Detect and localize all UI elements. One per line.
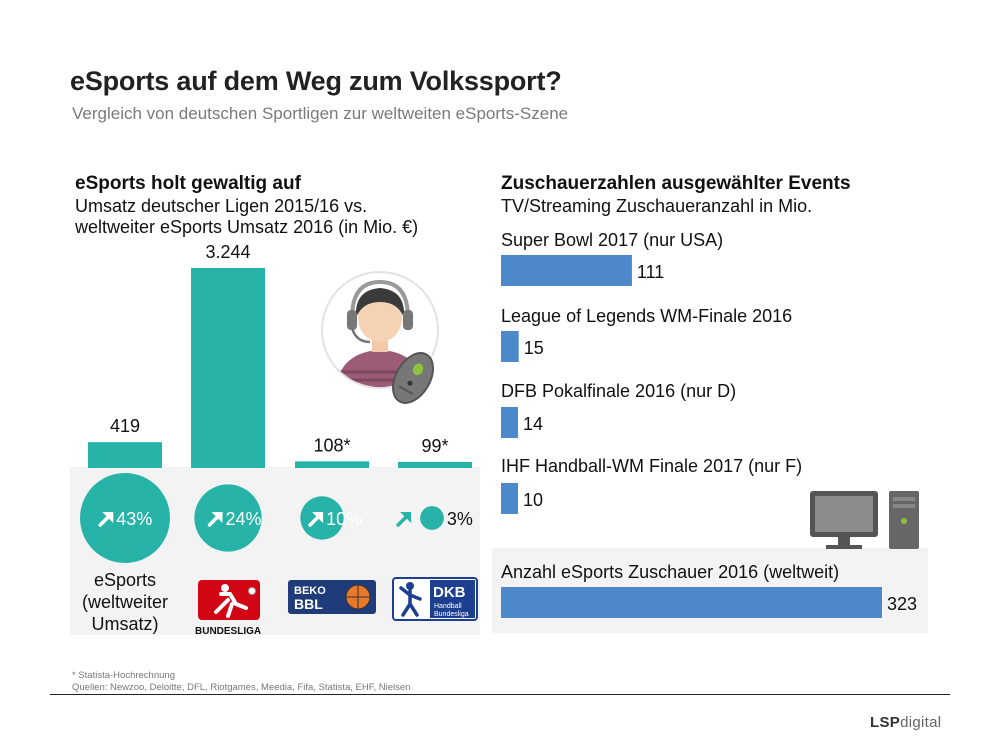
event-label: League of Legends WM-Finale 2016	[501, 306, 792, 326]
viewers-bar	[501, 407, 518, 438]
growth-label: 3%	[447, 509, 473, 529]
revenue-value-label: 108*	[313, 435, 350, 455]
viewers-value-label: 111	[637, 262, 664, 282]
brand-logo: LSPdigital	[870, 714, 941, 731]
viewers-value-label: 323	[887, 594, 917, 614]
revenue-bar	[295, 461, 369, 468]
event-label: Super Bowl 2017 (nur USA)	[501, 230, 723, 250]
brand-light: digital	[900, 714, 942, 731]
viewers-value-label: 15	[524, 338, 544, 358]
growth-circle	[420, 506, 444, 530]
revenue-chart-subtitle-2: weltweiter eSports Umsatz 2016 (in Mio. …	[75, 217, 419, 237]
desktop-computer-icon	[810, 491, 919, 549]
bundesliga-logo: BUNDESLIGA	[195, 580, 261, 637]
event-label: IHF Handball-WM Finale 2017 (nur F)	[501, 456, 802, 476]
revenue-chart-subtitle-1: Umsatz deutscher Ligen 2015/16 vs.	[75, 196, 368, 216]
sources: Quellen: Newzoo, Deloitte, DFL, Riotgame…	[72, 682, 411, 693]
brand-bold: LSP	[870, 714, 901, 731]
footnote: * Statista-Hochrechnung	[72, 670, 175, 681]
beko-bbl-logo: BEKO BBL	[288, 580, 376, 614]
arrow-up-right-icon	[396, 512, 412, 527]
event-label: Anzahl eSports Zuschauer 2016 (weltweit)	[501, 562, 839, 582]
revenue-value-label: 419	[110, 416, 140, 436]
growth-label: 10%	[326, 509, 362, 529]
esports-label-line-1: eSports	[94, 570, 156, 590]
revenue-bar	[398, 461, 472, 468]
bundesliga-logo-text: BUNDESLIGA	[195, 626, 261, 637]
growth-circle	[80, 473, 170, 563]
viewers-value-label: 10	[523, 490, 543, 510]
viewers-bar	[501, 587, 882, 618]
revenue-bar	[88, 442, 162, 468]
esports-label-line-2: (weltweiter	[82, 592, 168, 612]
arrow-up-right-icon	[207, 512, 223, 527]
revenue-bar	[191, 268, 265, 468]
viewers-chart-title: Zuschauerzahlen ausgewählter Events	[501, 173, 851, 194]
viewers-chart-subtitle: TV/Streaming Zuschaueranzahl in Mio.	[501, 196, 813, 216]
viewers-bar	[501, 331, 519, 362]
arrow-up-right-icon	[308, 512, 324, 527]
revenue-value-label: 3.244	[205, 242, 250, 262]
revenue-chart-title: eSports holt gewaltig auf	[75, 173, 301, 194]
viewers-value-label: 14	[523, 414, 543, 434]
revenue-value-label: 99*	[421, 436, 448, 456]
growth-label: 24%	[226, 509, 262, 529]
dkb-logo-sub2: Bundesliga	[434, 611, 469, 618]
event-label: DFB Pokalfinale 2016 (nur D)	[501, 381, 736, 401]
dkb-logo-text: DKB	[433, 584, 466, 601]
growth-circle	[194, 484, 262, 552]
footer-rule	[50, 694, 950, 695]
gamer-headset-icon	[321, 271, 439, 404]
bbl-logo-main-text: BBL	[294, 596, 323, 612]
growth-label: 43%	[116, 509, 152, 529]
arrow-up-right-icon	[98, 512, 114, 527]
bbl-logo-top-text: BEKO	[294, 585, 326, 597]
viewers-bar	[501, 483, 518, 514]
dkb-logo-sub1: Handball	[434, 603, 462, 610]
esports-label-line-3: Umsatz)	[92, 614, 159, 634]
page-title: eSports auf dem Weg zum Volkssport?	[70, 66, 562, 96]
page-subtitle: Vergleich von deutschen Sportligen zur w…	[72, 104, 569, 123]
viewers-bar	[501, 255, 632, 286]
dkb-handball-logo: DKB Handball Bundesliga	[392, 577, 478, 621]
